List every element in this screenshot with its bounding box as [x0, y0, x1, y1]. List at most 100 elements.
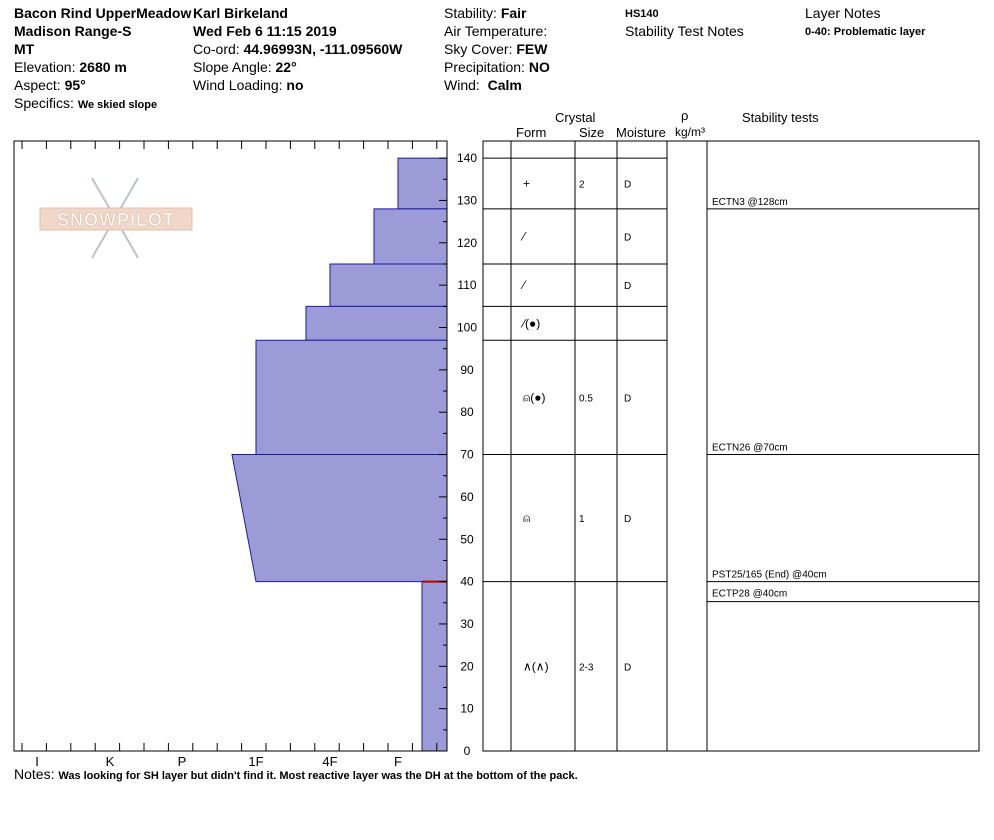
specifics-field: Specifics: We skied slope	[14, 94, 157, 114]
y-tick-label: 140	[457, 151, 477, 165]
stability-test-label: ECTN3 @128cm	[712, 197, 788, 208]
state-name: MT	[14, 41, 35, 57]
crystal-form: ⍝	[523, 511, 530, 525]
crystal-moisture: D	[624, 662, 631, 673]
location-name: Bacon Rind UpperMeadow	[14, 5, 192, 21]
stability-test-label: ECTN26 @70cm	[712, 443, 788, 454]
y-tick-label: 90	[460, 363, 474, 377]
hardness-layer	[255, 339, 448, 456]
sky-field: Sky Cover: FEW	[444, 40, 547, 58]
stability-tests-header: Stability tests	[742, 110, 819, 125]
specifics-value: We skied slope	[77, 99, 158, 111]
layer-note: 0-40: Problematic layer	[805, 26, 926, 38]
crystal-size: 2	[579, 180, 585, 191]
aspect-label: Aspect:	[14, 77, 61, 93]
wind-loading-field: Wind Loading: no	[193, 76, 304, 94]
crystal-moisture: D	[624, 180, 631, 191]
layer-notes-label: Layer Notes	[805, 5, 881, 21]
y-tick-label: 120	[457, 236, 477, 250]
slope-label: Slope Angle:	[193, 59, 272, 75]
logo-text: SNOWPILOT	[57, 210, 175, 230]
observation-datetime: Wed Feb 6 11:15 2019	[193, 23, 337, 39]
hs-value: HS140	[625, 8, 659, 20]
y-tick-label: 70	[460, 448, 474, 462]
elevation-label: Elevation:	[14, 59, 76, 75]
y-tick-label: 30	[460, 617, 474, 631]
aspect-value: 95°	[64, 77, 86, 93]
hardness-layer	[231, 454, 448, 583]
stability-test-label: ECTP28 @40cm	[712, 589, 787, 600]
hardness-tick-label: 1F	[248, 754, 263, 769]
profile-table-frame	[482, 140, 980, 752]
wind-field: Wind: Calm	[444, 76, 522, 94]
precip-field: Precipitation: NO	[444, 58, 550, 76]
hardness-layer	[305, 305, 448, 341]
logo-banner	[39, 207, 193, 231]
sky-label: Sky Cover:	[444, 41, 513, 57]
stability-field: Stability: Fair	[444, 4, 527, 22]
coord-value: 44.96993N, -111.09560W	[243, 41, 403, 57]
hardness-plot-frame	[13, 140, 448, 752]
snowpilot-logo: SNOWPILOT	[39, 177, 193, 259]
notes-field: Notes: Was looking for SH layer but didn…	[14, 765, 578, 785]
stability-test-label: PST25/165 (End) @40cm	[712, 570, 827, 581]
wind-label: Wind:	[444, 77, 480, 93]
y-tick-label: 10	[460, 702, 474, 716]
slope-field: Slope Angle: 22°	[193, 58, 297, 76]
coord-field: Co-ord: 44.96993N, -111.09560W	[193, 40, 402, 58]
y-tick-label: 130	[457, 193, 477, 207]
y-tick-label: 40	[460, 575, 474, 589]
y-tick-label: 50	[460, 532, 474, 546]
hardness-tick-label: P	[178, 754, 187, 769]
crystal-size: 0.5	[579, 393, 593, 404]
density-unit: kg/m³	[675, 125, 705, 139]
air-temp-label: Air Temperature:	[444, 23, 548, 39]
coord-label: Co-ord:	[193, 41, 240, 57]
size-header: Size	[579, 125, 605, 140]
density-symbol: ρ	[681, 108, 689, 123]
sky-value: FEW	[516, 41, 548, 57]
precip-label: Precipitation:	[444, 59, 525, 75]
wind-loading-value: no	[286, 77, 304, 93]
hardness-tick-label: K	[106, 754, 115, 769]
hardness-tick-label: F	[394, 754, 402, 769]
crystal-moisture: D	[624, 232, 631, 243]
stability-value: Fair	[500, 5, 527, 21]
elevation-field: Elevation: 2680 m	[14, 58, 127, 76]
crystal-form: ⍝(●)	[523, 390, 545, 404]
crystal-form: ⁄	[520, 229, 527, 243]
y-tick-label: 110	[457, 278, 476, 292]
crystal-size: 1	[579, 514, 585, 525]
specifics-label: Specifics:	[14, 95, 74, 111]
observer-name: Karl Birkeland	[193, 5, 288, 21]
notes-text: Was looking for SH layer but didn't find…	[58, 770, 578, 782]
crystal-moisture: D	[624, 514, 631, 525]
crystal-form: ∧(∧)	[523, 659, 549, 673]
moisture-header: Moisture	[616, 125, 666, 140]
stability-label: Stability:	[444, 5, 497, 21]
form-header: Form	[516, 125, 547, 140]
aspect-field: Aspect: 95°	[14, 76, 86, 94]
notes-label: Notes:	[14, 766, 55, 782]
precip-value: NO	[528, 59, 550, 75]
crystal-form: +	[523, 177, 530, 191]
hardness-layer	[397, 157, 448, 210]
y-tick-label: 60	[460, 490, 474, 504]
stability-notes-label: Stability Test Notes	[625, 23, 744, 39]
y-tick-label: 80	[460, 405, 474, 419]
crystal-form: ⁄(●)	[520, 316, 540, 330]
elevation-value: 2680 m	[79, 59, 127, 75]
crystal-form: ⁄	[520, 278, 527, 292]
y-tick-label: 0	[464, 744, 471, 758]
y-tick-label: 100	[457, 321, 477, 335]
hardness-tick-label: 4F	[322, 754, 337, 769]
crystal-header: Crystal	[555, 110, 596, 125]
crystal-moisture: D	[624, 281, 631, 292]
hardness-layer	[373, 208, 448, 265]
hardness-tick-label: I	[35, 754, 39, 769]
slope-value: 22°	[275, 59, 297, 75]
y-tick-label: 20	[460, 659, 474, 673]
wind-value: Calm	[487, 77, 522, 93]
crystal-size: 2-3	[579, 662, 594, 673]
